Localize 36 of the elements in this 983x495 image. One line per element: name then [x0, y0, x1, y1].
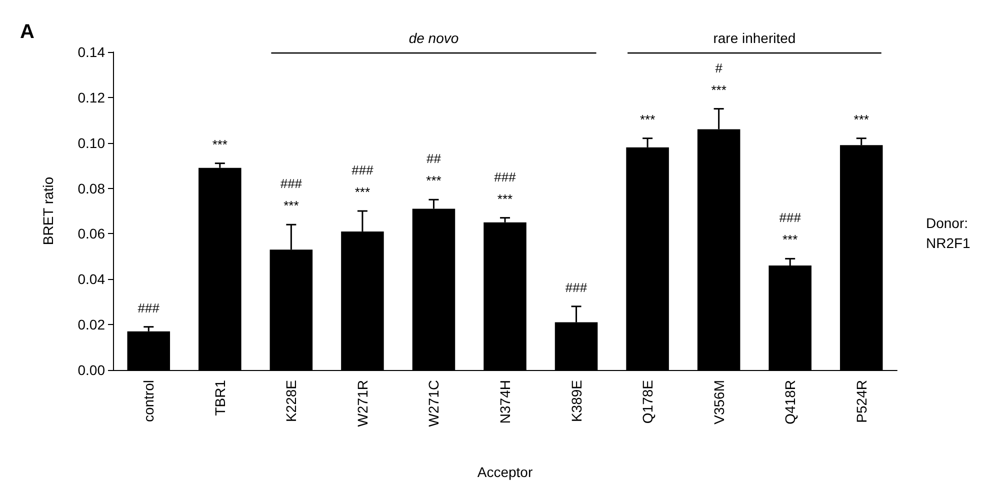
annotation: ***: [640, 112, 656, 127]
x-tick-label: N374H: [497, 380, 513, 424]
x-tick-label: P524R: [853, 380, 870, 423]
text: A: [20, 21, 34, 43]
x-axis-title: Acceptor: [477, 464, 533, 480]
y-tick-label: 0.00: [78, 362, 106, 378]
x-tick-label: K389E: [568, 380, 584, 422]
x-tick-label: TBR1: [212, 380, 228, 416]
x-tick-label: W271R: [354, 380, 370, 427]
annotation: ###: [138, 300, 160, 316]
annotation: ### ***: [779, 210, 802, 248]
x-tick-label: W271C: [426, 380, 442, 427]
y-tick-label: 0.08: [78, 180, 106, 196]
y-tick-label: 0.04: [78, 271, 106, 288]
x-tick-label: K228E: [283, 380, 300, 422]
text: Donor: NR2F1: [926, 215, 971, 251]
y-tick-label: 0.12: [78, 89, 106, 106]
y-axis-title: BRET ratio: [40, 176, 56, 246]
annotation: ***: [854, 112, 869, 127]
annotation: ### ***: [352, 162, 374, 200]
x-tick-label: Q178E: [640, 380, 656, 424]
x-tick-label: Q418R: [782, 380, 798, 424]
text: de novo: [408, 30, 459, 46]
y-tick-label: 0.10: [78, 134, 106, 151]
y-tick-label: 0.06: [78, 226, 106, 242]
y-tick-label: 0.02: [78, 316, 106, 333]
x-tick-label: V356M: [710, 380, 727, 424]
y-tick-label: 0.14: [78, 44, 106, 60]
annotation: ## ***: [426, 151, 442, 188]
annotation: ### ***: [280, 176, 303, 214]
annotation: ***: [212, 136, 228, 152]
annotation: # ***: [711, 60, 726, 98]
text: rare inherited: [713, 30, 796, 46]
annotation: ###: [565, 280, 588, 295]
x-tick-label: control: [140, 380, 157, 422]
annotation: ### ***: [494, 169, 517, 206]
